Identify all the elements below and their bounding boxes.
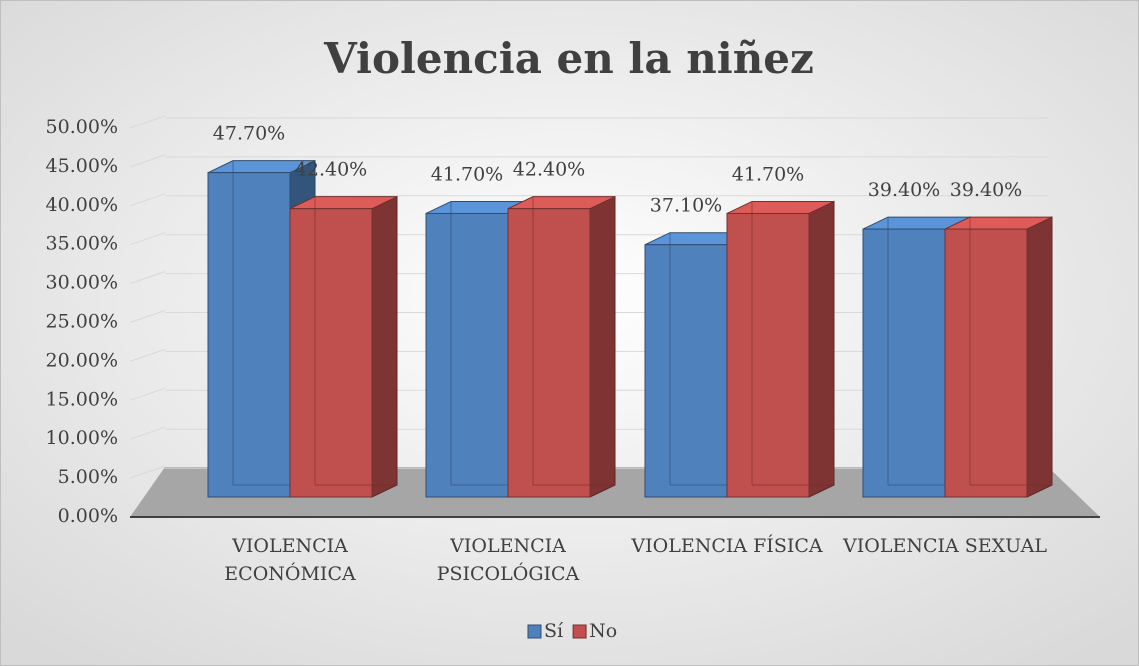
grid-line bbox=[129, 310, 166, 323]
y-tick-label: 25.00% bbox=[46, 311, 118, 333]
x-tick-label-line: ECONÓMICA bbox=[224, 562, 356, 585]
data-label: 39.40% bbox=[950, 179, 1022, 201]
bar-front bbox=[425, 212, 509, 498]
grid-line bbox=[129, 115, 166, 129]
y-tick-label: 35.00% bbox=[46, 233, 118, 255]
x-tick-label: VIOLENCIA SEXUAL bbox=[842, 535, 1047, 557]
bar-side bbox=[808, 200, 835, 498]
x-tick-label: VIOLENCIA PSICOLÓGICA bbox=[437, 535, 580, 585]
bar bbox=[944, 216, 1053, 498]
bar-front bbox=[507, 208, 591, 498]
data-label: 41.70% bbox=[732, 163, 804, 185]
bar bbox=[507, 195, 616, 498]
legend-label: No bbox=[589, 620, 617, 642]
x-tick-label-line: PSICOLÓGICA bbox=[437, 562, 580, 585]
grid-line bbox=[129, 271, 166, 285]
bar-side bbox=[371, 195, 398, 498]
data-label: 41.70% bbox=[431, 163, 503, 185]
x-tick-label-line: VIOLENCIA bbox=[231, 535, 348, 557]
data-label: 39.40% bbox=[868, 179, 940, 201]
y-tick-label: 50.00% bbox=[46, 116, 118, 138]
y-tick-label: 0.00% bbox=[58, 505, 118, 527]
grid-line bbox=[129, 154, 166, 168]
x-tick-label-line: VIOLENCIA bbox=[449, 535, 566, 557]
grid-line bbox=[129, 348, 166, 362]
bar bbox=[726, 200, 835, 498]
data-label: 42.40% bbox=[513, 159, 585, 181]
bar-front bbox=[207, 172, 291, 498]
y-tick-label: 10.00% bbox=[46, 427, 118, 449]
grid-line bbox=[129, 387, 166, 401]
grid-line bbox=[129, 232, 166, 246]
y-tick-label: 15.00% bbox=[46, 388, 118, 410]
grid-line bbox=[129, 426, 166, 440]
x-tick-label: VIOLENCIA FÍSICA bbox=[630, 534, 822, 557]
bar-side bbox=[1026, 216, 1053, 498]
bar-front bbox=[726, 212, 810, 498]
legend-swatch bbox=[527, 624, 542, 639]
bar-front bbox=[644, 244, 728, 498]
bar bbox=[289, 195, 398, 498]
y-tick-label: 20.00% bbox=[46, 349, 118, 371]
data-label: 37.10% bbox=[650, 195, 722, 217]
bar-front bbox=[862, 228, 946, 498]
legend-label: Sí bbox=[544, 620, 564, 642]
x-tick-label: VIOLENCIA ECONÓMICA bbox=[224, 535, 356, 585]
y-tick-label: 30.00% bbox=[46, 272, 118, 294]
data-label: 42.40% bbox=[295, 159, 367, 181]
chart-title: Violencia en la niñez bbox=[323, 34, 814, 83]
grid-line bbox=[129, 465, 166, 479]
y-tick-label: 40.00% bbox=[46, 194, 118, 216]
bar-front bbox=[289, 208, 373, 498]
bar-side bbox=[589, 195, 616, 498]
bar-front bbox=[944, 228, 1028, 498]
y-tick-label: 5.00% bbox=[58, 466, 118, 488]
y-tick-label: 45.00% bbox=[46, 155, 118, 177]
data-label: 47.70% bbox=[213, 123, 285, 145]
grid-line bbox=[129, 193, 166, 207]
legend-swatch bbox=[572, 624, 587, 639]
